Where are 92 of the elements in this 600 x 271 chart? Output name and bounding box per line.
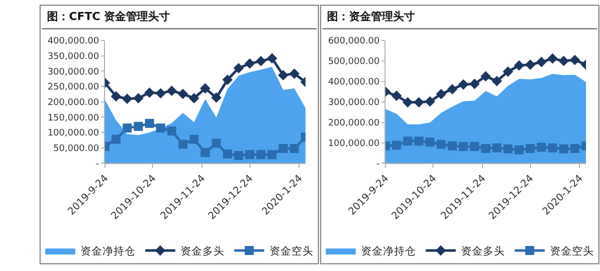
point (481, 144, 490, 153)
point (234, 151, 244, 160)
point (256, 150, 266, 160)
point (526, 144, 535, 153)
legend-label: 资金净持仓 (360, 246, 416, 258)
point (245, 150, 254, 160)
point (188, 92, 200, 104)
point (222, 74, 233, 85)
point (256, 56, 266, 66)
y-tick-label: 350,000.00 (48, 52, 100, 62)
point (133, 92, 144, 104)
point (155, 88, 166, 98)
point (211, 92, 222, 103)
legend-label: 资金多头 (460, 244, 505, 258)
y-tick-label: 200,000.00 (48, 98, 100, 108)
legend-label: 资金净持仓 (80, 246, 136, 258)
point (414, 97, 424, 108)
y-tick-label: 500,000.00 (328, 57, 380, 68)
point (458, 79, 469, 90)
point (514, 145, 524, 154)
point (266, 53, 278, 64)
point (470, 142, 480, 151)
point (425, 138, 434, 147)
point (244, 58, 255, 69)
point (402, 97, 413, 108)
point (492, 143, 502, 152)
point (233, 62, 244, 74)
point (156, 123, 166, 132)
point (414, 136, 424, 146)
point (122, 94, 132, 104)
point (559, 144, 568, 154)
point (166, 86, 177, 96)
point (469, 78, 480, 90)
point (570, 54, 580, 66)
point (536, 56, 547, 68)
point (514, 60, 524, 71)
y-tick-label: 100,000.00 (328, 138, 380, 149)
y-tick-label: 600,000.00 (328, 36, 380, 47)
y-tick-label: - (96, 159, 100, 170)
point (480, 71, 491, 82)
point (436, 140, 446, 149)
point (290, 144, 299, 153)
point (134, 122, 143, 131)
point (447, 84, 458, 94)
point (212, 138, 221, 148)
point (289, 68, 300, 79)
y-tick-label: 400,000.00 (328, 78, 380, 88)
legend-label: 资金空头 (550, 244, 594, 258)
y-tick-label: 300,000.00 (328, 98, 380, 108)
point (392, 140, 402, 150)
point (403, 136, 412, 146)
point (547, 53, 558, 64)
point (503, 144, 512, 154)
point (424, 96, 436, 107)
legend-label: 资金多头 (180, 244, 224, 258)
point (458, 142, 468, 151)
point (144, 87, 155, 98)
point (558, 56, 569, 66)
point (278, 144, 288, 153)
point (200, 148, 210, 157)
y-tick-label: 100,000.00 (48, 128, 100, 139)
point (167, 126, 176, 136)
y-tick-label: - (376, 159, 380, 170)
point (110, 91, 122, 102)
y-tick-label: 50,000.00 (53, 144, 100, 154)
y-tick-label: 150,000.00 (48, 113, 100, 124)
point (525, 59, 536, 70)
y-tick-label: 300,000.00 (48, 67, 100, 78)
y-tick-label: 400,000.00 (48, 36, 100, 47)
point (222, 150, 232, 159)
point (448, 141, 457, 150)
legend-label: 资金空头 (269, 244, 314, 258)
point (268, 150, 277, 160)
point (200, 83, 210, 94)
y-tick-label: 250,000.00 (48, 82, 100, 93)
point (112, 134, 121, 144)
point (178, 88, 188, 100)
chart-title: 图：资金管理头寸 (327, 10, 415, 23)
point (278, 70, 288, 80)
point (570, 144, 580, 153)
point (190, 134, 199, 144)
chart-title: 图：CFTC 资金管理头寸 (47, 10, 170, 23)
point (144, 118, 154, 128)
point (536, 142, 546, 152)
point (391, 90, 402, 101)
point (436, 88, 446, 100)
point (178, 140, 188, 149)
point (502, 66, 514, 77)
point (492, 76, 502, 86)
point (122, 123, 132, 132)
point (548, 143, 558, 152)
y-tick-label: 200,000.00 (328, 118, 380, 128)
